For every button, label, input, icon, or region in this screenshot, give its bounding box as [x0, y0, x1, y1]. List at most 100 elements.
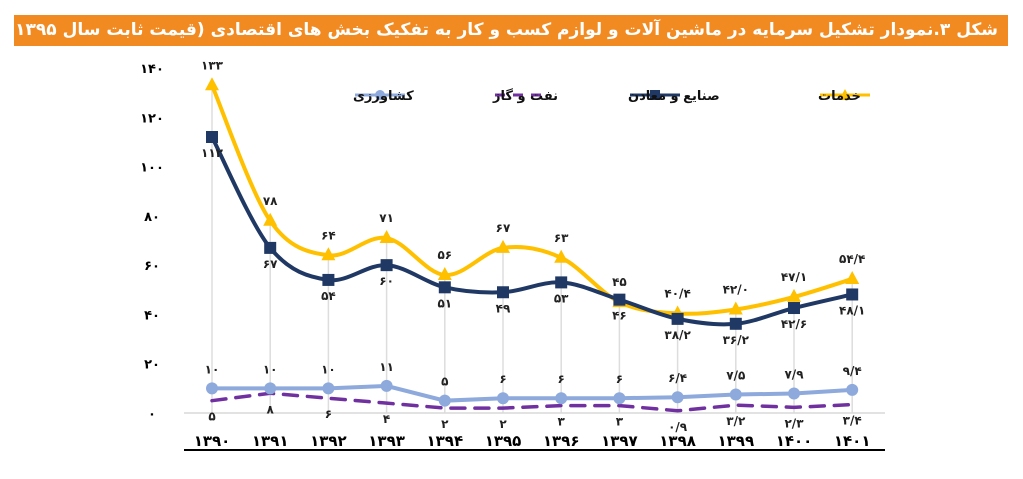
series-oil-gas-data-label: ۳/۴	[843, 414, 862, 428]
series-agriculture-point	[206, 382, 218, 395]
series-industry-point	[497, 286, 509, 299]
series-industry-data-label: ۶۰	[379, 274, 394, 288]
series-industry-data-label: ۵۴	[321, 289, 336, 303]
legend-agriculture-marker	[375, 90, 385, 100]
series-industry-data-label: ۳۶/۲	[723, 333, 750, 347]
series-oil-gas-data-label: ۲/۳	[784, 416, 804, 430]
series-services-point	[845, 270, 860, 284]
series-industry-data-label: ۴۶	[612, 309, 627, 323]
x-tick-label: ۱۳۹۸	[659, 432, 696, 450]
series-services-point	[379, 230, 394, 244]
series-industry-point	[206, 131, 218, 143]
x-tick-label: ۱۳۹۱	[252, 432, 289, 450]
series-agriculture-data-label: ۶	[616, 372, 623, 386]
series-industry-line	[210, 135, 855, 327]
series-agriculture-data-label: ۹/۴	[843, 364, 862, 378]
series-services-data-label: ۶۳	[554, 231, 569, 245]
series-agriculture-data-label: ۵	[441, 375, 448, 389]
series-services-point	[496, 239, 510, 253]
series-agriculture-data-label: ۱۱	[379, 360, 394, 374]
x-tick-label: ۱۳۹۳	[368, 432, 405, 450]
series-agriculture-data-label: ۶/۴	[668, 371, 687, 385]
series-services-data-label: ۴۵	[612, 275, 627, 289]
series-services-point	[263, 212, 278, 226]
series-oil-gas-data-label: ۵	[208, 410, 215, 424]
series-services-point	[554, 249, 569, 263]
y-tick-label: ۲۰	[144, 358, 160, 373]
x-tick-label: ۱۴۰۰	[776, 432, 813, 450]
legend-industry-marker	[650, 90, 660, 100]
legend-agriculture-label: کشاورزی	[353, 89, 414, 104]
series-services-point	[205, 77, 219, 91]
series-services-data-label: ۴۷/۱	[781, 270, 807, 284]
x-tick-label: ۱۳۹۲	[310, 432, 347, 450]
series-oil-gas-data-label: ۸	[267, 402, 275, 416]
series-oil-gas-data-label: ۳/۲	[726, 414, 746, 428]
series-services-point	[728, 301, 743, 315]
y-tick-label: ۶۰	[144, 259, 160, 274]
y-tick-label: ۱۲۰	[140, 111, 164, 126]
series-oil-gas-data-label: ۲	[499, 417, 507, 431]
y-tick-label: ۱۴۰	[140, 62, 164, 77]
series-industry-data-label: ۴۸/۱	[839, 303, 865, 317]
series-agriculture-data-label: ۱۰	[205, 362, 220, 376]
series-industry-point	[555, 276, 568, 289]
series-services-data-label: ۶۷	[496, 221, 511, 235]
series-agriculture-data-label: ۶	[558, 372, 565, 386]
series-industry-point	[788, 302, 800, 315]
chart-title: شکل ۳.نمودار تشکیل سرمایه در ماشین آلات …	[14, 15, 1008, 46]
series-services-data-label: ۴۰/۴	[664, 286, 690, 300]
series-industry-point	[729, 317, 742, 330]
series-services-point	[787, 288, 801, 302]
series-services-data-label: ۱۳۳	[201, 58, 224, 72]
series-industry-point	[438, 281, 451, 294]
x-tick-label: ۱۳۹۴	[426, 432, 463, 450]
series-oil-gas-data-label: ۲	[441, 417, 449, 431]
series-agriculture-point	[438, 394, 451, 407]
series-industry-point	[264, 241, 277, 254]
y-tick-label: ۸۰	[144, 210, 160, 225]
series-agriculture-point	[264, 382, 277, 395]
series-services-line	[210, 83, 855, 316]
series-industry-data-label: ۶۷	[263, 257, 278, 271]
series-industry-data-label: ۵۳	[554, 291, 569, 305]
series-oil-gas-data-label: ۶	[325, 407, 332, 421]
series-agriculture-data-label: ۷/۹	[784, 368, 804, 382]
legend-oil-gas-label: نفت و گاز	[492, 88, 558, 104]
series-agriculture-data-label: ۷/۵	[726, 369, 745, 383]
series-agriculture-point	[788, 387, 800, 400]
series-agriculture-point	[613, 392, 626, 405]
series-industry-data-label: ۴۲/۶	[781, 317, 807, 331]
x-tick-label: ۱۳۹۹	[717, 432, 754, 450]
series-industry-point	[613, 293, 626, 306]
series-agriculture-data-label: ۱۰	[321, 362, 336, 376]
series-services-data-label: ۴۲/۰	[723, 283, 749, 297]
series-agriculture-point	[322, 382, 335, 395]
series-industry-point	[380, 259, 393, 272]
series-agriculture-point	[846, 383, 859, 396]
series-services-point	[321, 247, 336, 261]
series-services-data-label: ۵۶	[437, 248, 452, 262]
series-industry-point	[846, 288, 859, 301]
x-tick-label: ۱۳۹۵	[485, 432, 522, 450]
x-tick-label: ۱۳۹۰	[194, 432, 231, 450]
y-tick-label: ۰	[148, 407, 156, 422]
y-tick-label: ۱۰۰	[140, 161, 164, 176]
series-industry-data-label: ۵۱	[437, 296, 452, 310]
series-industry-data-label: ۱۱۲	[201, 146, 224, 160]
x-tick-label: ۱۴۰۱	[834, 432, 871, 450]
series-agriculture-point	[671, 391, 684, 404]
series-services-point	[437, 267, 452, 280]
series-agriculture-data-label: ۱۰	[263, 362, 278, 376]
y-tick-label: ۴۰	[144, 308, 160, 323]
series-agriculture-line	[210, 383, 855, 403]
x-tick-label: ۱۳۹۶	[543, 432, 580, 450]
series-agriculture-point	[497, 392, 509, 405]
series-oil-gas-data-label: ۴	[383, 412, 390, 426]
series-oil-gas-data-label: ۳	[616, 415, 624, 429]
x-tick-label: ۱۳۹۷	[601, 432, 638, 450]
series-oil-gas-data-label: ۳	[558, 415, 566, 429]
series-oil-gas-line	[210, 391, 854, 413]
series-agriculture-point	[729, 388, 742, 401]
